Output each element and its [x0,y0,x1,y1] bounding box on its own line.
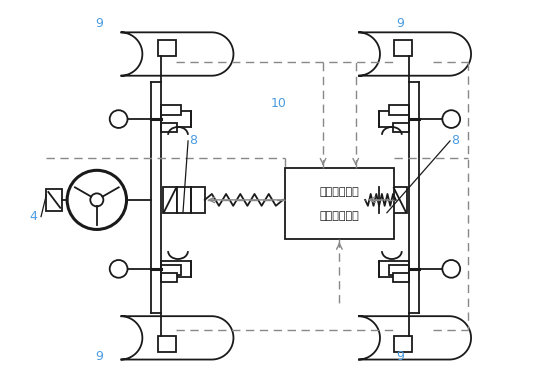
Bar [285,168,394,239]
Bar [161,261,191,277]
Polygon shape [358,316,471,359]
Bar [163,187,177,213]
Bar [379,111,409,127]
Bar [177,187,191,213]
Bar [191,187,205,213]
Text: 9: 9 [95,350,103,363]
Text: 4: 4 [29,210,37,223]
Text: 10: 10 [271,96,286,109]
Text: 9: 9 [396,17,404,30]
Bar [161,273,177,282]
Text: 9: 9 [95,17,103,30]
Bar [158,40,176,56]
Bar [394,40,412,56]
Polygon shape [358,32,471,76]
Bar [389,105,409,115]
Bar [389,265,409,275]
Text: 8: 8 [189,134,197,147]
Bar [394,336,412,352]
Bar [158,336,176,352]
Text: 系统集成电路: 系统集成电路 [320,211,359,221]
Bar [379,187,393,213]
Text: 互联状态控制: 互联状态控制 [320,187,359,197]
Bar [161,265,181,275]
Polygon shape [121,316,233,359]
Text: 8: 8 [451,134,459,147]
Text: 9: 9 [396,350,404,363]
Bar [46,189,62,211]
Bar [393,187,407,213]
Bar [379,261,409,277]
Bar [393,123,409,132]
Bar [161,123,177,132]
Bar [365,187,379,213]
Bar [161,105,181,115]
Polygon shape [121,32,233,76]
Bar [393,273,409,282]
Bar [161,111,191,127]
